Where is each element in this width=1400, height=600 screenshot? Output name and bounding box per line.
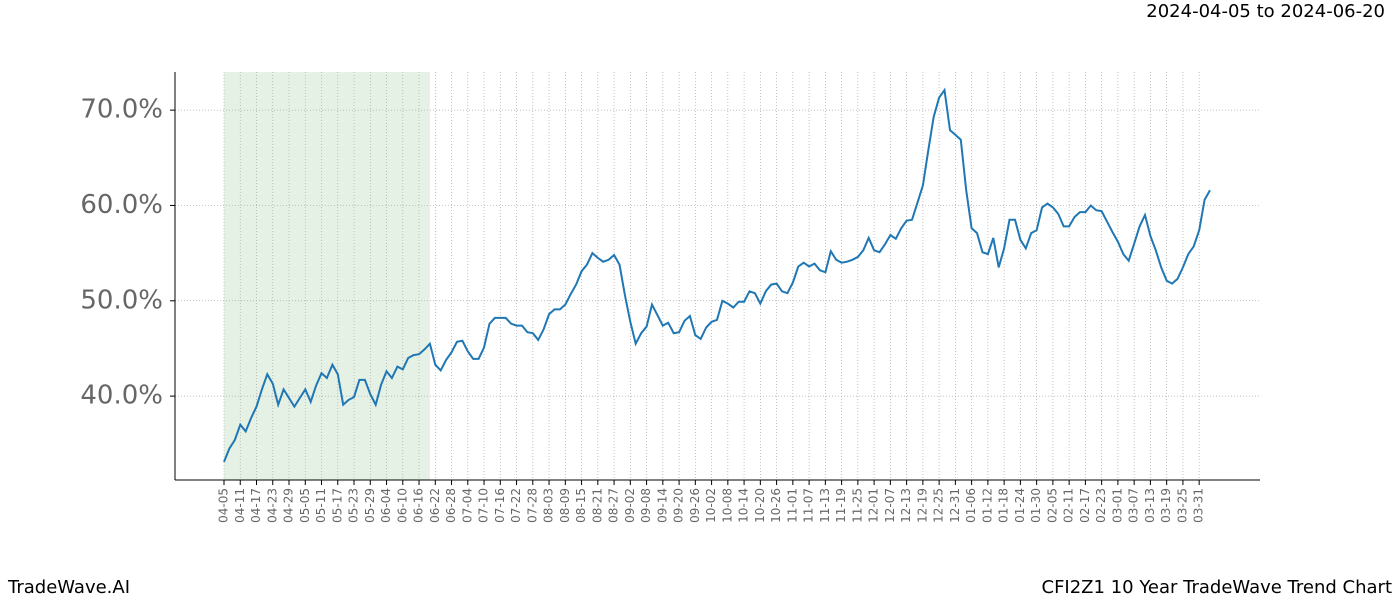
- x-tick-label: 11-07: [802, 488, 816, 523]
- x-tick-label: 09-26: [688, 488, 702, 523]
- x-tick-label: 09-02: [623, 488, 637, 523]
- x-tick-label: 11-01: [785, 488, 799, 523]
- x-tick-label: 04-05: [217, 488, 231, 523]
- x-tick-label: 07-04: [460, 488, 474, 523]
- x-tick-label: 05-23: [347, 488, 361, 523]
- x-tick-label: 07-16: [493, 488, 507, 523]
- chart-title: 2024-04-05 to 2024-06-20: [1146, 1, 1385, 22]
- x-tick-label: 08-09: [558, 488, 572, 523]
- x-tick-label: 04-11: [233, 488, 247, 523]
- x-tick-label: 08-15: [574, 488, 588, 523]
- x-tick-label: 01-06: [964, 488, 978, 523]
- x-tick-label: 01-18: [997, 488, 1011, 523]
- x-tick-label: 02-05: [1045, 488, 1059, 523]
- x-tick-label: 12-19: [915, 488, 929, 523]
- x-tick-label: 03-31: [1192, 488, 1206, 523]
- x-tick-label: 02-23: [1094, 488, 1108, 523]
- x-tick-label: 06-16: [412, 488, 426, 523]
- x-tick-label: 01-30: [1029, 488, 1043, 523]
- x-tick-label: 07-10: [477, 488, 491, 523]
- x-tick-label: 12-07: [883, 488, 897, 523]
- x-tick-label: 03-01: [1110, 488, 1124, 523]
- x-tick-label: 08-27: [607, 488, 621, 523]
- y-tick-label: 50.0%: [80, 285, 163, 315]
- x-tick-label: 11-13: [818, 488, 832, 523]
- x-tick-label: 05-17: [330, 488, 344, 523]
- x-tick-label: 11-25: [850, 488, 864, 523]
- x-tick-label: 08-21: [590, 488, 604, 523]
- x-tick-label: 04-23: [265, 488, 279, 523]
- x-tick-label: 04-29: [282, 488, 296, 523]
- x-tick-label: 10-02: [704, 488, 718, 523]
- y-tick-label: 70.0%: [80, 95, 163, 125]
- x-tick-label: 06-04: [379, 488, 393, 523]
- brand: TradeWave.AI: [7, 577, 130, 598]
- highlight-band: [224, 72, 430, 480]
- x-tick-label: 12-31: [948, 488, 962, 523]
- x-tick-label: 12-13: [899, 488, 913, 523]
- y-tick-label: 60.0%: [80, 190, 163, 220]
- x-tick-label: 03-07: [1127, 488, 1141, 523]
- x-tick-label: 11-19: [834, 488, 848, 523]
- y-tick-label: 40.0%: [80, 381, 163, 411]
- x-tick-label: 09-14: [655, 488, 669, 523]
- x-tick-label: 09-08: [639, 488, 653, 523]
- x-tick-label: 02-11: [1062, 488, 1076, 523]
- x-tick-label: 09-20: [672, 488, 686, 523]
- x-tick-label: 10-26: [769, 488, 783, 523]
- x-tick-label: 12-01: [867, 488, 881, 523]
- x-tick-label: 07-28: [525, 488, 539, 523]
- x-tick-label: 06-28: [444, 488, 458, 523]
- x-tick-label: 03-25: [1175, 488, 1189, 523]
- x-tick-label: 01-12: [980, 488, 994, 523]
- x-tick-label: 06-10: [395, 488, 409, 523]
- x-tick-label: 03-13: [1143, 488, 1157, 523]
- x-tick-label: 04-17: [249, 488, 263, 523]
- x-tick-label: 05-05: [298, 488, 312, 523]
- x-tick-label: 06-22: [428, 488, 442, 523]
- x-tick-label: 02-17: [1078, 488, 1092, 523]
- x-tick-label: 01-24: [1013, 488, 1027, 523]
- caption: CFI2Z1 10 Year TradeWave Trend Chart: [1042, 577, 1393, 598]
- trend-line: [223, 87, 1211, 463]
- x-tick-label: 07-22: [509, 488, 523, 523]
- x-tick-label: 12-25: [932, 488, 946, 523]
- x-tick-label: 05-29: [363, 488, 377, 523]
- x-tick-label: 10-08: [720, 488, 734, 523]
- x-tick-label: 03-19: [1159, 488, 1173, 523]
- x-tick-label: 08-03: [542, 488, 556, 523]
- x-tick-label: 10-14: [737, 488, 751, 523]
- x-tick-label: 10-20: [753, 488, 767, 523]
- x-tick-label: 05-11: [314, 488, 328, 523]
